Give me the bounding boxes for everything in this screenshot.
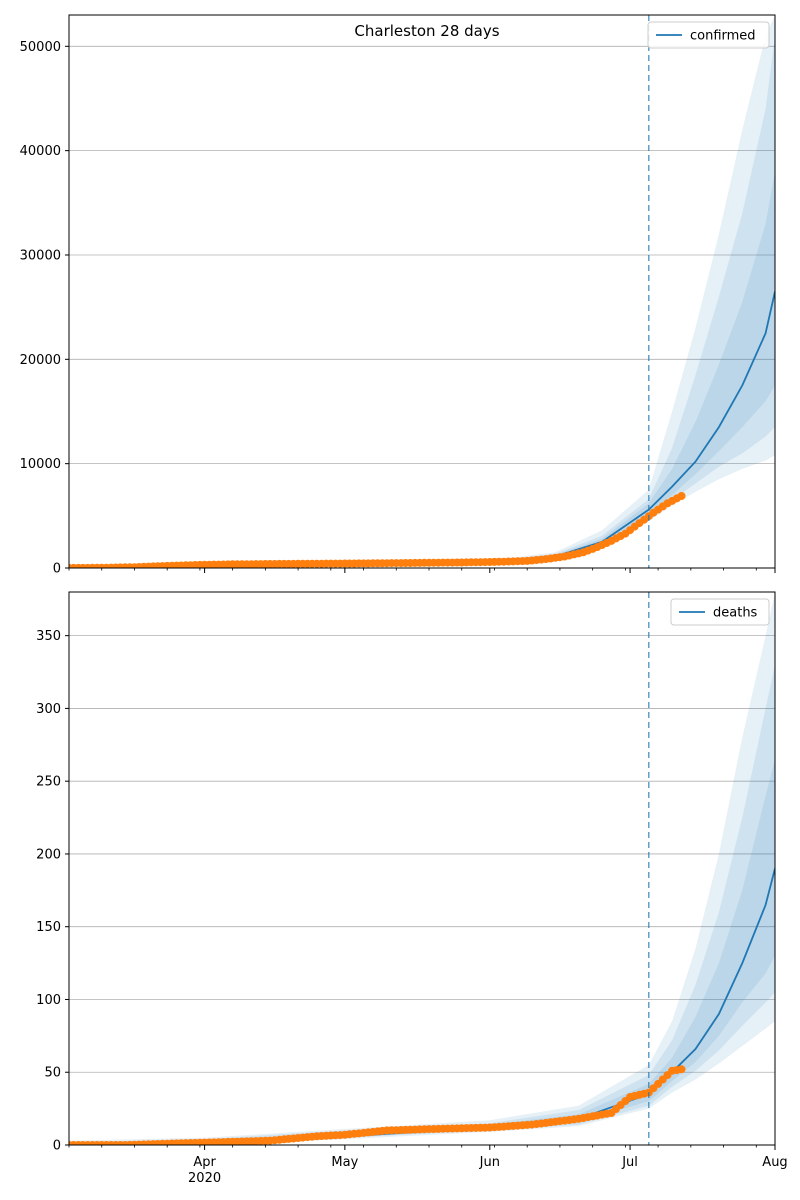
legend: confirmed — [647, 21, 770, 49]
legend-label: confirmed — [690, 29, 756, 44]
y-tick-label: 0 — [53, 1139, 61, 1154]
confirmed-panel: 0 10000 20000 30000 40000 50000 Charleston 28 … — [20, 14, 776, 577]
x-tick-label: May — [331, 1155, 358, 1170]
y-tick-label: 40000 — [20, 144, 61, 159]
observed-point — [677, 1065, 686, 1074]
x-tick-sublabel: 2020 — [188, 1171, 221, 1186]
legend-box — [647, 21, 770, 49]
y-tick-label: 30000 — [20, 248, 61, 263]
y-tick-label: 0 — [53, 562, 61, 577]
y-tick-label: 50 — [44, 1066, 61, 1081]
legend-label: deaths — [713, 606, 758, 621]
x-tick-label: Jun — [479, 1155, 500, 1170]
observed-point — [677, 492, 686, 500]
legend: deaths — [670, 598, 770, 626]
x-tick-label: Aug — [762, 1155, 787, 1170]
plot-area — [69, 15, 775, 568]
x-tick-label: Jul — [621, 1155, 638, 1170]
plot-area — [69, 592, 775, 1145]
y-tick-label: 50000 — [20, 40, 61, 55]
x-tick-label: Apr — [193, 1155, 216, 1170]
y-tick-label: 150 — [36, 920, 61, 935]
axes-frame — [68, 591, 776, 1146]
y-tick-label: 20000 — [20, 353, 61, 368]
axes-frame — [68, 14, 776, 569]
y-tick-label: 200 — [36, 847, 61, 862]
y-tick-label: 100 — [36, 993, 61, 1008]
y-tick-label: 300 — [36, 702, 61, 717]
legend-box — [670, 598, 770, 626]
y-tick-label: 250 — [36, 775, 61, 790]
chart-title: Charleston 28 days — [354, 22, 499, 40]
y-tick-label: 350 — [36, 629, 61, 644]
y-tick-label: 10000 — [20, 457, 61, 472]
